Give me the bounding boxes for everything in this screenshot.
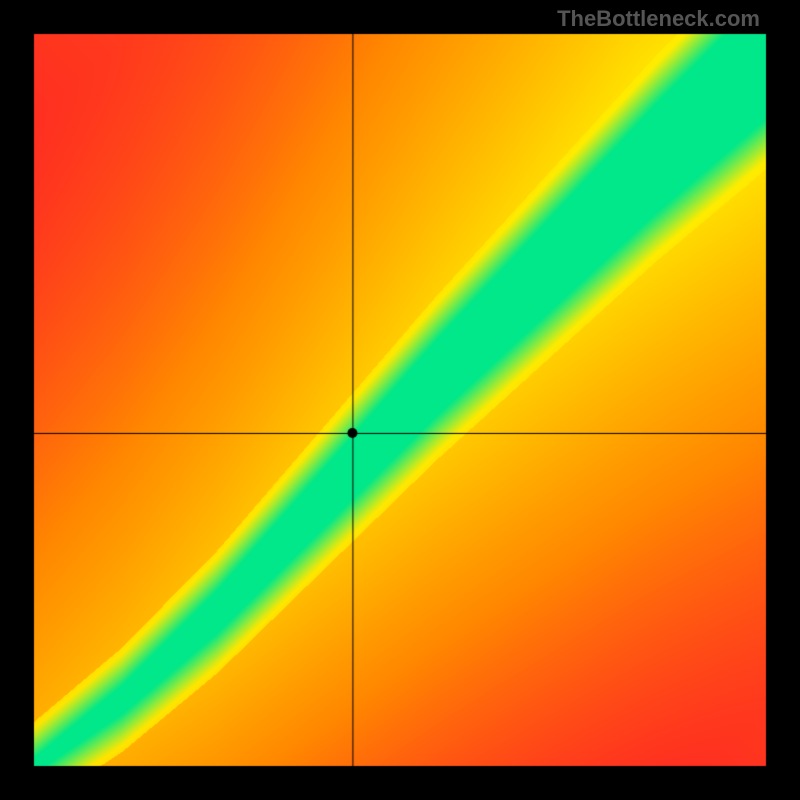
- watermark-text: TheBottleneck.com: [557, 6, 760, 32]
- heatmap-canvas: [0, 0, 800, 800]
- chart-container: TheBottleneck.com: [0, 0, 800, 800]
